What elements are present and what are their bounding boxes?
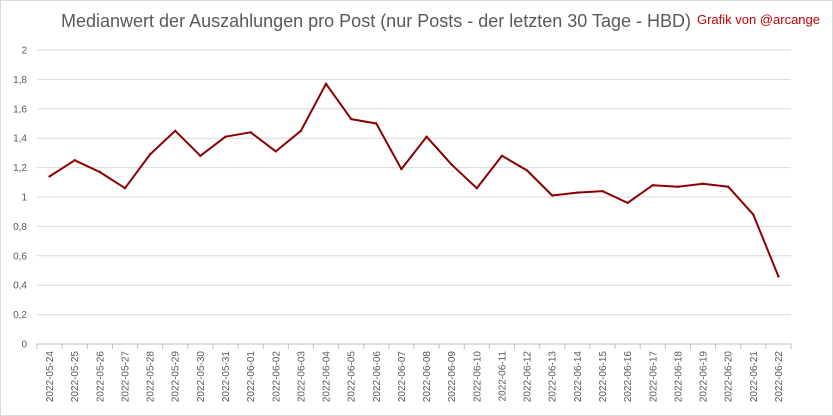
data-point [400, 167, 403, 171]
y-tick-label: 1 [21, 193, 27, 204]
data-point [651, 184, 654, 187]
data-point [626, 201, 629, 205]
y-tick-label: 1,8 [13, 75, 27, 86]
x-tick-label: 2022-05-24 [45, 351, 56, 403]
data-point [500, 154, 504, 158]
x-tick-label: 2022-06-17 [648, 351, 659, 403]
data-point [425, 135, 428, 138]
data-point [525, 169, 529, 172]
x-tick-label: 2022-06-21 [749, 351, 760, 403]
x-tick-label: 2022-06-07 [397, 351, 408, 403]
data-point [48, 175, 51, 178]
x-tick-label: 2022-06-04 [322, 351, 333, 403]
data-point [601, 189, 604, 193]
x-tick-label: 2022-05-31 [221, 351, 232, 403]
data-point [73, 159, 76, 162]
data-point [349, 117, 353, 121]
data-point [224, 135, 227, 138]
x-tick-label: 2022-05-26 [95, 351, 106, 403]
x-tick-label: 2022-06-11 [497, 351, 508, 402]
data-point [551, 194, 554, 197]
y-tick-label: 0,8 [13, 222, 27, 233]
data-point [299, 129, 303, 133]
y-tick-label: 0,6 [13, 251, 27, 262]
data-point [98, 170, 102, 174]
data-point [676, 185, 680, 188]
y-tick-label: 0,4 [13, 281, 27, 292]
data-point [148, 153, 152, 156]
data-point [726, 185, 730, 188]
x-tick-label: 2022-06-03 [296, 351, 307, 403]
x-tick-label: 2022-06-15 [598, 351, 609, 403]
y-tick-label: 0,2 [13, 310, 27, 321]
chart-credit: Grafik von @arcange [696, 12, 820, 27]
x-tick-label: 2022-06-01 [246, 351, 257, 403]
x-tick-label: 2022-06-06 [372, 351, 383, 403]
data-point [576, 191, 579, 194]
data-point [375, 122, 378, 125]
y-tick-label: 1,6 [13, 104, 27, 115]
x-tick-label: 2022-05-28 [146, 351, 157, 403]
x-tick-label: 2022-06-12 [523, 351, 534, 403]
x-tick-label: 2022-05-25 [70, 351, 81, 403]
y-tick-label: 2 [21, 46, 27, 57]
data-point [249, 131, 252, 134]
y-tick-label: 0 [21, 340, 27, 351]
data-point [123, 186, 127, 190]
x-tick-label: 2022-05-27 [120, 351, 131, 403]
x-tick-label: 2022-05-29 [171, 351, 182, 403]
data-point [752, 213, 755, 216]
data-point [777, 275, 780, 278]
y-tick-label: 1,4 [13, 134, 27, 145]
x-tick-label: 2022-06-20 [724, 351, 735, 403]
x-tick-label: 2022-06-09 [447, 351, 458, 403]
x-tick-label: 2022-06-13 [548, 351, 559, 403]
x-tick-label: 2022-06-02 [271, 351, 282, 403]
series-line [48, 82, 780, 278]
data-point [701, 182, 705, 185]
x-tick-label: 2022-06-08 [422, 351, 433, 403]
x-tick-label: 2022-06-10 [472, 351, 483, 403]
chart-title: Medianwert der Auszahlungen pro Post (nu… [61, 11, 691, 31]
x-tick-label: 2022-05-30 [196, 351, 207, 403]
y-tick-label: 1,2 [13, 163, 27, 174]
x-tick-label: 2022-06-22 [774, 351, 785, 403]
x-tick-label: 2022-06-18 [673, 351, 684, 403]
data-point [199, 154, 202, 158]
x-tick-label: 2022-06-05 [347, 351, 358, 403]
data-point [324, 82, 328, 86]
x-tick-label: 2022-06-14 [573, 351, 584, 403]
data-point [274, 150, 277, 153]
data-point [475, 186, 479, 190]
data-point [174, 129, 177, 133]
data-point [450, 163, 453, 166]
x-tick-label: 2022-06-16 [623, 351, 634, 403]
x-tick-label: 2022-06-19 [699, 351, 710, 403]
